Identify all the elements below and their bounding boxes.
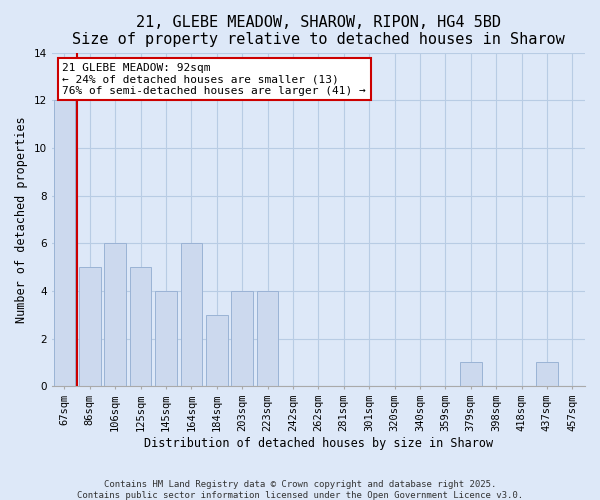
Bar xyxy=(206,315,227,386)
X-axis label: Distribution of detached houses by size in Sharow: Distribution of detached houses by size … xyxy=(144,437,493,450)
Bar xyxy=(257,291,278,386)
Title: 21, GLEBE MEADOW, SHAROW, RIPON, HG4 5BD
Size of property relative to detached h: 21, GLEBE MEADOW, SHAROW, RIPON, HG4 5BD… xyxy=(72,15,565,48)
Text: 21 GLEBE MEADOW: 92sqm
← 24% of detached houses are smaller (13)
76% of semi-det: 21 GLEBE MEADOW: 92sqm ← 24% of detached… xyxy=(62,62,366,96)
Bar xyxy=(232,291,253,386)
Bar xyxy=(536,362,557,386)
Bar xyxy=(53,100,75,387)
Bar xyxy=(130,267,151,386)
Y-axis label: Number of detached properties: Number of detached properties xyxy=(15,116,28,323)
Bar xyxy=(104,244,126,386)
Bar xyxy=(460,362,482,386)
Bar xyxy=(181,244,202,386)
Bar xyxy=(155,291,177,386)
Bar xyxy=(79,267,101,386)
Text: Contains HM Land Registry data © Crown copyright and database right 2025.
Contai: Contains HM Land Registry data © Crown c… xyxy=(77,480,523,500)
